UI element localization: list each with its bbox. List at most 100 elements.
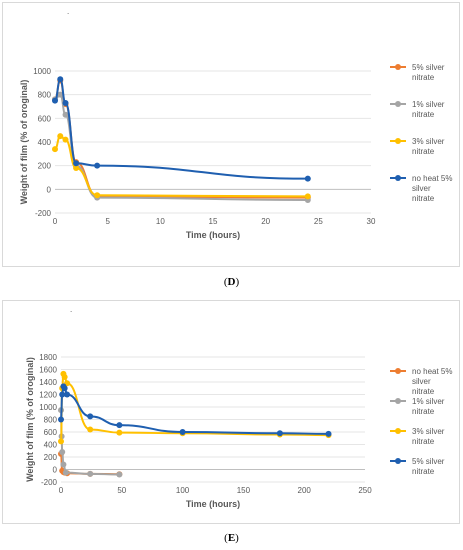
chart-d-y-tick-label: -200 — [35, 209, 52, 218]
chart-e-data-point — [61, 385, 68, 392]
chart-e-data-point — [58, 416, 64, 423]
chart-e-y-tick-label: 1400 — [39, 378, 57, 387]
caption-d-open: ( — [223, 276, 228, 288]
chart-e-y-tick-label: 1600 — [39, 366, 57, 375]
chart-e-legend-label: 5% silver nitrate — [412, 457, 445, 476]
caption-e-open: ( — [224, 532, 228, 544]
chart-d-data-point — [62, 136, 69, 143]
chart-d-y-tick-label: 0 — [47, 185, 52, 194]
chart-e-x-tick-label: 100 — [176, 486, 190, 495]
chart-d-legend-label: 1% silver nitrate — [412, 100, 445, 119]
chart-d-data-point — [73, 160, 80, 167]
chart-d-x-tick-label: 15 — [209, 217, 218, 226]
chart-d-legend-marker — [395, 101, 401, 107]
chart-d-data-point — [94, 192, 101, 199]
chart-e-y-tick-label: 0 — [53, 466, 58, 475]
chart-d-data-point — [94, 162, 101, 169]
caption-d-letter: D — [227, 276, 236, 288]
chart-d-y-tick-label: 200 — [38, 162, 52, 171]
chart-d-y-tick-label: 1000 — [33, 67, 51, 76]
chart-e-x-tick-label: 50 — [117, 486, 126, 495]
chart-d-data-point — [62, 99, 69, 106]
chart-panel-d: . -200 0 200 400 600 800 1000 0 5 10 15 20 25 30 Time … — [2, 2, 460, 267]
chart-e-data-point — [325, 430, 332, 437]
chart-e-legend-label: 3% silver nitrate — [412, 427, 445, 446]
chart-e-legend-marker — [395, 368, 401, 374]
chart-d-legend-label: 5% silver nitrate — [412, 63, 445, 82]
chart-e-legend-marker — [395, 458, 401, 464]
chart-e-x-tick-label: 200 — [298, 486, 312, 495]
chart-d-legend-marker — [395, 175, 401, 181]
chart-d-legend-label: no heat 5% silver nitrate — [412, 174, 452, 203]
caption-e: (E) — [0, 532, 463, 544]
chart-e-x-tick-label: 150 — [237, 486, 251, 495]
chart-e-x-tick-label: 250 — [358, 486, 372, 495]
chart-d-y-axis-title: Weight of film (% of oroginal) — [19, 80, 29, 205]
chart-e-data-point — [58, 438, 64, 445]
chart-e-legend-label: 1% silver nitrate — [412, 397, 445, 416]
chart-d-legend-marker — [395, 64, 401, 70]
chart-e-y-tick-label: 1000 — [39, 403, 57, 412]
chart-d-legend-marker — [395, 138, 401, 144]
chart-d-x-tick-label: 10 — [156, 217, 165, 226]
caption-e-close: ) — [235, 532, 239, 544]
chart-d-data-point — [73, 165, 80, 172]
chart-e-data-point — [116, 422, 123, 429]
chart-e-data-point — [87, 470, 94, 477]
chart-e-y-tick-label: 1200 — [39, 391, 57, 400]
chart-e-data-point — [59, 449, 66, 455]
caption-d-close: ) — [235, 276, 240, 288]
chart-panel-e: . -200 0 200 400 600 800 1000 1200 1400 1600 1800 0… — [2, 300, 460, 524]
chart-e-data-point — [276, 430, 283, 437]
chart-d-x-axis-title: Time (hours) — [186, 230, 240, 240]
chart-e-y-tick-label: 400 — [44, 441, 58, 450]
chart-d-data-point — [62, 111, 69, 118]
chart-e-data-point — [87, 413, 94, 420]
chart-e-top-mark: . — [70, 305, 73, 314]
caption-e-letter: E — [227, 532, 236, 544]
chart-e-data-point — [59, 391, 66, 398]
chart-d-data-point — [52, 146, 58, 153]
chart-d-y-tick-label: 800 — [38, 91, 52, 100]
chart-e-legend-marker — [395, 428, 401, 434]
chart-e-data-point — [61, 374, 68, 380]
chart-e-legend-marker — [395, 398, 401, 404]
chart-d-data-point — [304, 193, 311, 200]
chart-e-data-point — [179, 429, 186, 435]
chart-e-series-line — [60, 385, 329, 435]
chart-e-legend-label: no heat 5% silver nitrate — [412, 367, 452, 396]
chart-e-series-line — [60, 372, 329, 443]
chart-d-series-line — [54, 79, 308, 199]
chart-d-x-tick-label: 5 — [105, 217, 110, 226]
chart-e-x-axis-title: Time (hours) — [186, 499, 240, 509]
chart-e-y-tick-label: 600 — [44, 428, 58, 437]
chart-d-series-line — [54, 93, 308, 201]
chart-d-x-tick-label: 0 — [53, 217, 58, 226]
chart-e-x-tick-label: 0 — [59, 486, 64, 495]
chart-e-y-tick-label: 1800 — [39, 353, 57, 362]
chart-d-x-tick-label: 20 — [261, 217, 270, 226]
chart-d-data-point — [304, 175, 311, 182]
chart-e-data-point — [64, 391, 71, 398]
chart-e-data-point — [116, 471, 123, 478]
chart-e-y-tick-label: 800 — [44, 416, 58, 425]
chart-d-legend-label: 3% silver nitrate — [412, 137, 445, 156]
chart-d-x-tick-label: 30 — [367, 217, 376, 226]
chart-e-y-tick-label: 200 — [44, 453, 58, 462]
chart-e-data-point — [87, 426, 94, 433]
chart-d-y-tick-label: 400 — [38, 138, 52, 147]
chart-d-data-point — [57, 133, 64, 140]
chart-e-y-tick-label: -200 — [41, 478, 58, 487]
chart-d-data-point — [57, 91, 64, 98]
chart-e-data-point — [60, 461, 67, 468]
chart-d-data-point — [52, 97, 58, 104]
chart-d-x-tick-label: 25 — [314, 217, 323, 226]
chart-e-data-point — [62, 469, 69, 476]
chart-d-y-tick-label: 600 — [38, 114, 52, 123]
chart-d-data-point — [57, 76, 64, 83]
chart-d-top-mark: . — [67, 7, 70, 16]
chart-e-data-point — [116, 429, 123, 436]
caption-d: (D) — [0, 276, 463, 288]
